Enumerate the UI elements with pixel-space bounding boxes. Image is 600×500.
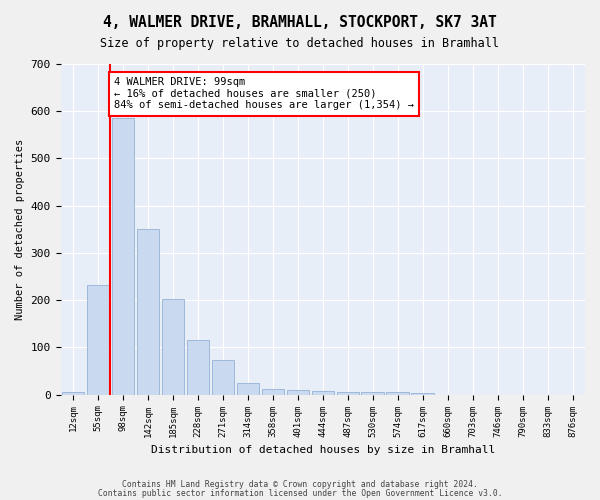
Bar [112, 118, 134, 394]
X-axis label: Distribution of detached houses by size in Bramhall: Distribution of detached houses by size … [151, 445, 495, 455]
Bar [311, 391, 334, 394]
Y-axis label: Number of detached properties: Number of detached properties [15, 138, 25, 320]
Text: Contains public sector information licensed under the Open Government Licence v3: Contains public sector information licen… [98, 488, 502, 498]
Bar [262, 388, 284, 394]
Bar [187, 340, 209, 394]
Text: 4, WALMER DRIVE, BRAMHALL, STOCKPORT, SK7 3AT: 4, WALMER DRIVE, BRAMHALL, STOCKPORT, SK… [103, 15, 497, 30]
Bar [212, 360, 234, 394]
Text: Contains HM Land Registry data © Crown copyright and database right 2024.: Contains HM Land Registry data © Crown c… [122, 480, 478, 489]
Bar [386, 392, 409, 394]
Bar [161, 299, 184, 394]
Bar [236, 383, 259, 394]
Bar [62, 392, 84, 394]
Text: 4 WALMER DRIVE: 99sqm
← 16% of detached houses are smaller (250)
84% of semi-det: 4 WALMER DRIVE: 99sqm ← 16% of detached … [114, 77, 414, 110]
Bar [361, 392, 384, 394]
Bar [137, 230, 159, 394]
Bar [287, 390, 309, 394]
Bar [87, 285, 109, 395]
Text: Size of property relative to detached houses in Bramhall: Size of property relative to detached ho… [101, 38, 499, 51]
Bar [337, 392, 359, 394]
